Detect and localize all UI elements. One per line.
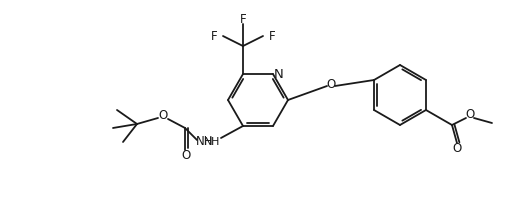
Text: N: N: [204, 137, 212, 147]
Text: O: O: [181, 150, 190, 162]
Text: O: O: [327, 78, 336, 90]
Text: F: F: [240, 12, 246, 26]
Text: O: O: [466, 109, 474, 121]
Text: O: O: [158, 109, 168, 123]
Text: O: O: [452, 143, 462, 155]
Text: NH: NH: [196, 135, 214, 148]
Text: F: F: [210, 29, 217, 43]
Text: H: H: [211, 137, 219, 147]
Text: N: N: [274, 68, 284, 80]
Text: F: F: [269, 29, 276, 43]
